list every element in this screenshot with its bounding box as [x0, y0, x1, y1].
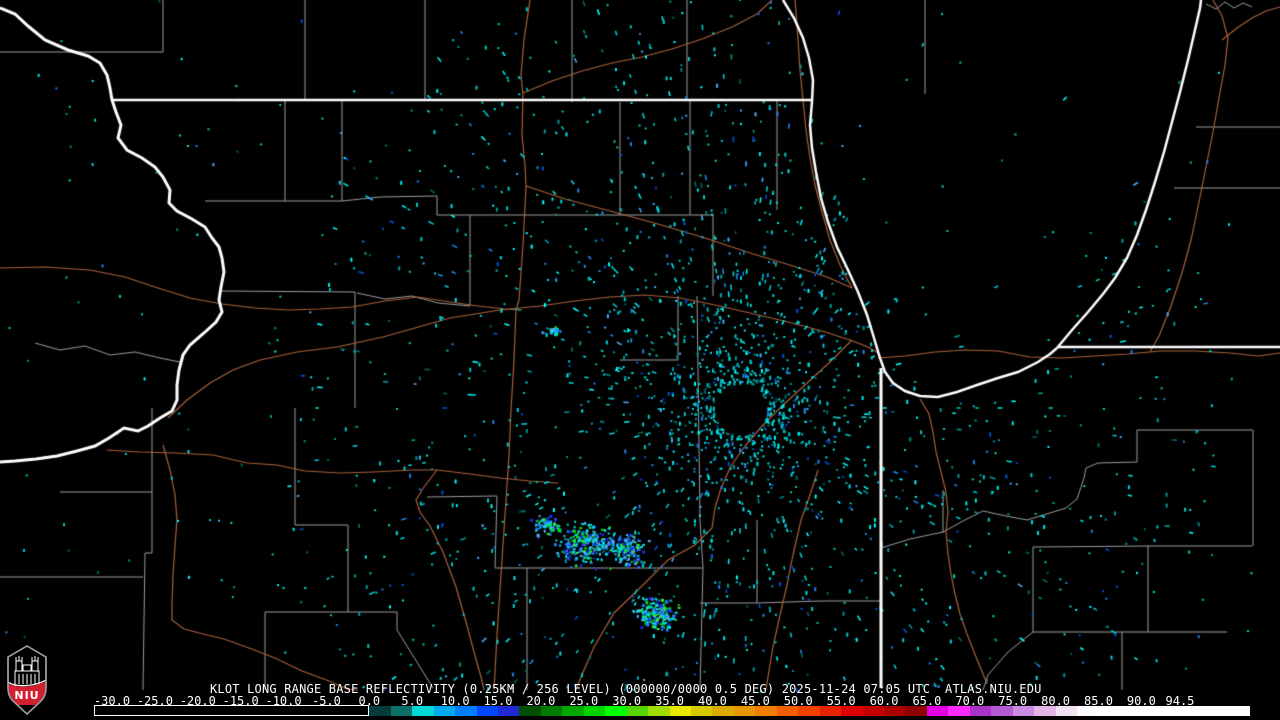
colorbar-segment: [712, 706, 734, 716]
scale-label: 70.0: [955, 694, 985, 708]
colorbar-segment: [476, 706, 498, 716]
colorbar-segment: [926, 706, 949, 716]
colorbar-segment: [1098, 706, 1250, 716]
colorbar-segment: [991, 706, 1013, 716]
scale-label: 90.0: [1126, 694, 1156, 708]
colorbar-segment: [733, 706, 756, 716]
scale-label: 80.0: [1041, 694, 1071, 708]
castle-icon: [14, 656, 40, 688]
colorbar-segment: [390, 706, 413, 716]
niu-logo-text: NIU: [14, 689, 39, 702]
colorbar-segment: [562, 706, 584, 716]
scale-label: 10.0: [440, 694, 470, 708]
colorbar-segment: [455, 706, 477, 716]
product-title: KLOT LONG RANGE BASE REFLECTIVITY (0.25K…: [210, 682, 1042, 696]
scale-label: 5.0: [401, 694, 424, 708]
scale-label: -5.0: [311, 694, 341, 708]
scale-label: 75.0: [998, 694, 1028, 708]
niu-banner: [8, 681, 46, 705]
scale-label: -10.0: [265, 694, 302, 708]
colorbar-segment: [1012, 706, 1035, 716]
scale-label: 40.0: [698, 694, 727, 708]
colorbar-segment: [841, 706, 863, 716]
niu-shield-outline: [7, 645, 47, 715]
scale-label: 35.0: [655, 694, 685, 708]
scale-label: 85.0: [1084, 694, 1113, 708]
scale-label: 15.0: [483, 694, 513, 708]
colorbar-segment: [519, 706, 541, 716]
scale-label: 50.0: [783, 694, 813, 708]
colorbar-segment: [626, 706, 649, 716]
scale-label: 25.0: [569, 694, 599, 708]
scale-label: -20.0: [179, 694, 216, 708]
colorbar-segment: [755, 706, 777, 716]
colorbar-segment: [798, 706, 820, 716]
colorbar-segment: [905, 706, 927, 716]
colorbar-segment: [884, 706, 906, 716]
colorbar-segment: [948, 706, 970, 716]
colorbar-segment: [969, 706, 992, 716]
scale-label: 60.0: [869, 694, 899, 708]
colorbar-segment: [648, 706, 670, 716]
scale-label: 30.0: [612, 694, 642, 708]
scale-label: 94.5: [1165, 694, 1195, 708]
scale-label: 20.0: [526, 694, 556, 708]
scale-label: -15.0: [222, 694, 259, 708]
scale-label: 55.0: [826, 694, 856, 708]
colorbar-segment: [1055, 706, 1078, 716]
colorbar-nd-box: [94, 705, 370, 716]
colorbar-segment: [498, 706, 520, 716]
colorbar-segment: [433, 706, 456, 716]
colorbar-segment: [412, 706, 434, 716]
niu-logo: NIU: [7, 645, 47, 715]
colorbar-segment: [691, 706, 713, 716]
colorbar-segment: [862, 706, 884, 716]
colorbar-segment: [776, 706, 799, 716]
scale-label: -30.0: [93, 694, 131, 708]
scale-label: 45.0: [740, 694, 770, 708]
colorbar-segment: [583, 706, 606, 716]
niu-banner-highlight: [7, 679, 47, 687]
colorbar-segment: [819, 706, 842, 716]
scale-label: 65.0: [912, 694, 942, 708]
colorbar-segment: [1077, 706, 1099, 716]
colorbar-segment: [1034, 706, 1056, 716]
colorbar-segment: [605, 706, 627, 716]
colorbar-segment: [669, 706, 691, 716]
scale-label: -25.0: [136, 694, 173, 708]
colorbar-segment: [369, 706, 391, 716]
colorbar-segment: [540, 706, 563, 716]
scale-label: 0.0: [358, 694, 381, 708]
